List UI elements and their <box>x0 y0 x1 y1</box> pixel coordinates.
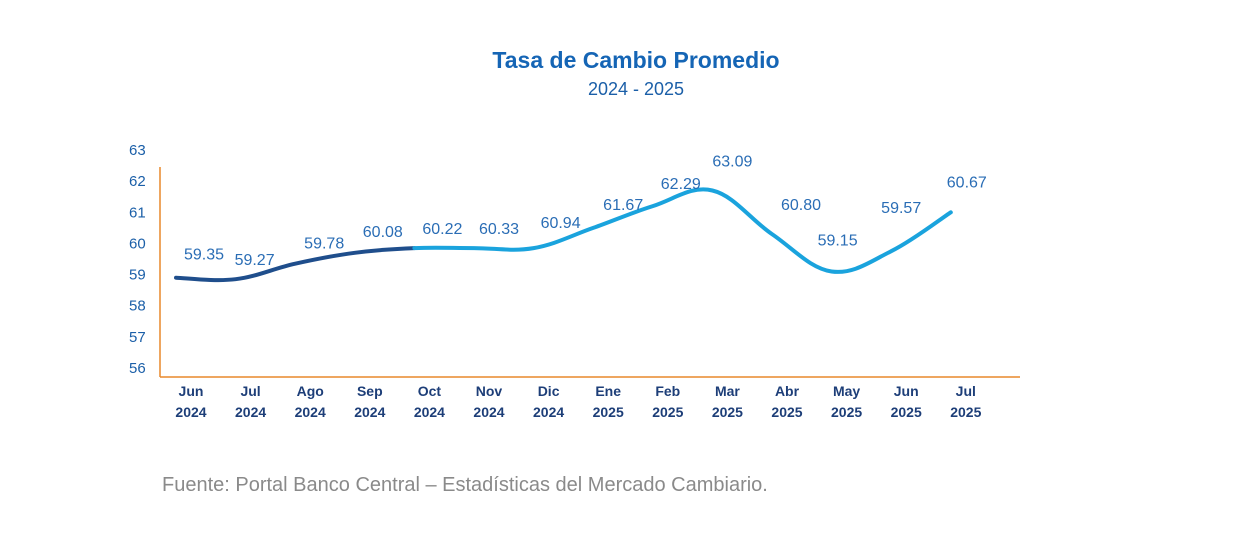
x-tick-label: Sep 2024 <box>354 383 385 420</box>
x-tick-label: Oct 2024 <box>414 383 445 420</box>
y-tick-label: 59 <box>129 267 146 284</box>
chart-subtitle: 2024 - 2025 <box>587 79 685 99</box>
y-tick-label: 58 <box>129 298 146 315</box>
data-label: 60.33 <box>479 221 519 238</box>
data-label: 63.09 <box>712 153 752 170</box>
x-tick-label: Ago 2024 <box>295 383 326 420</box>
x-tick-label: May 2025 <box>831 383 862 420</box>
data-label: 60.22 <box>422 221 462 238</box>
data-label: 62.29 <box>661 176 701 193</box>
y-tick-label: 57 <box>129 329 146 346</box>
source-note: Fuente: Portal Banco Central – Estadísti… <box>162 474 768 496</box>
data-label: 60.08 <box>363 224 403 241</box>
data-label: 59.27 <box>235 252 275 269</box>
y-tick-label: 61 <box>129 204 146 221</box>
y-tick-label: 56 <box>129 360 146 377</box>
x-tick-label: Dic 2024 <box>533 383 564 420</box>
x-tick-label: Abr 2025 <box>771 383 802 420</box>
y-tick-label: 63 <box>129 142 146 159</box>
series-line-2025 <box>412 187 953 274</box>
y-tick-label: 62 <box>129 173 146 190</box>
x-tick-label: Jul 2024 <box>235 383 266 420</box>
x-tick-label: Mar 2025 <box>712 383 743 420</box>
x-tick-label: Jun 2024 <box>175 383 206 420</box>
data-label: 59.78 <box>304 236 344 253</box>
data-label: 60.94 <box>541 215 581 232</box>
series-line-2024 <box>174 246 417 283</box>
x-tick-label: Ene 2025 <box>593 383 624 420</box>
data-label: 60.80 <box>781 197 821 214</box>
chart-title: Tasa de Cambio Promedio <box>492 47 780 73</box>
x-tick-label: Jun 2025 <box>891 383 922 420</box>
x-tick-label: Jul 2025 <box>950 383 981 420</box>
data-label: 59.35 <box>184 247 224 264</box>
data-label: 60.67 <box>947 174 987 191</box>
data-label: 59.57 <box>881 200 921 217</box>
y-tick-label: 60 <box>129 235 146 252</box>
x-tick-label: Feb 2025 <box>652 383 683 420</box>
x-tick-label: Nov 2024 <box>473 383 504 420</box>
data-label: 61.67 <box>603 197 643 214</box>
data-label: 59.15 <box>818 232 858 249</box>
